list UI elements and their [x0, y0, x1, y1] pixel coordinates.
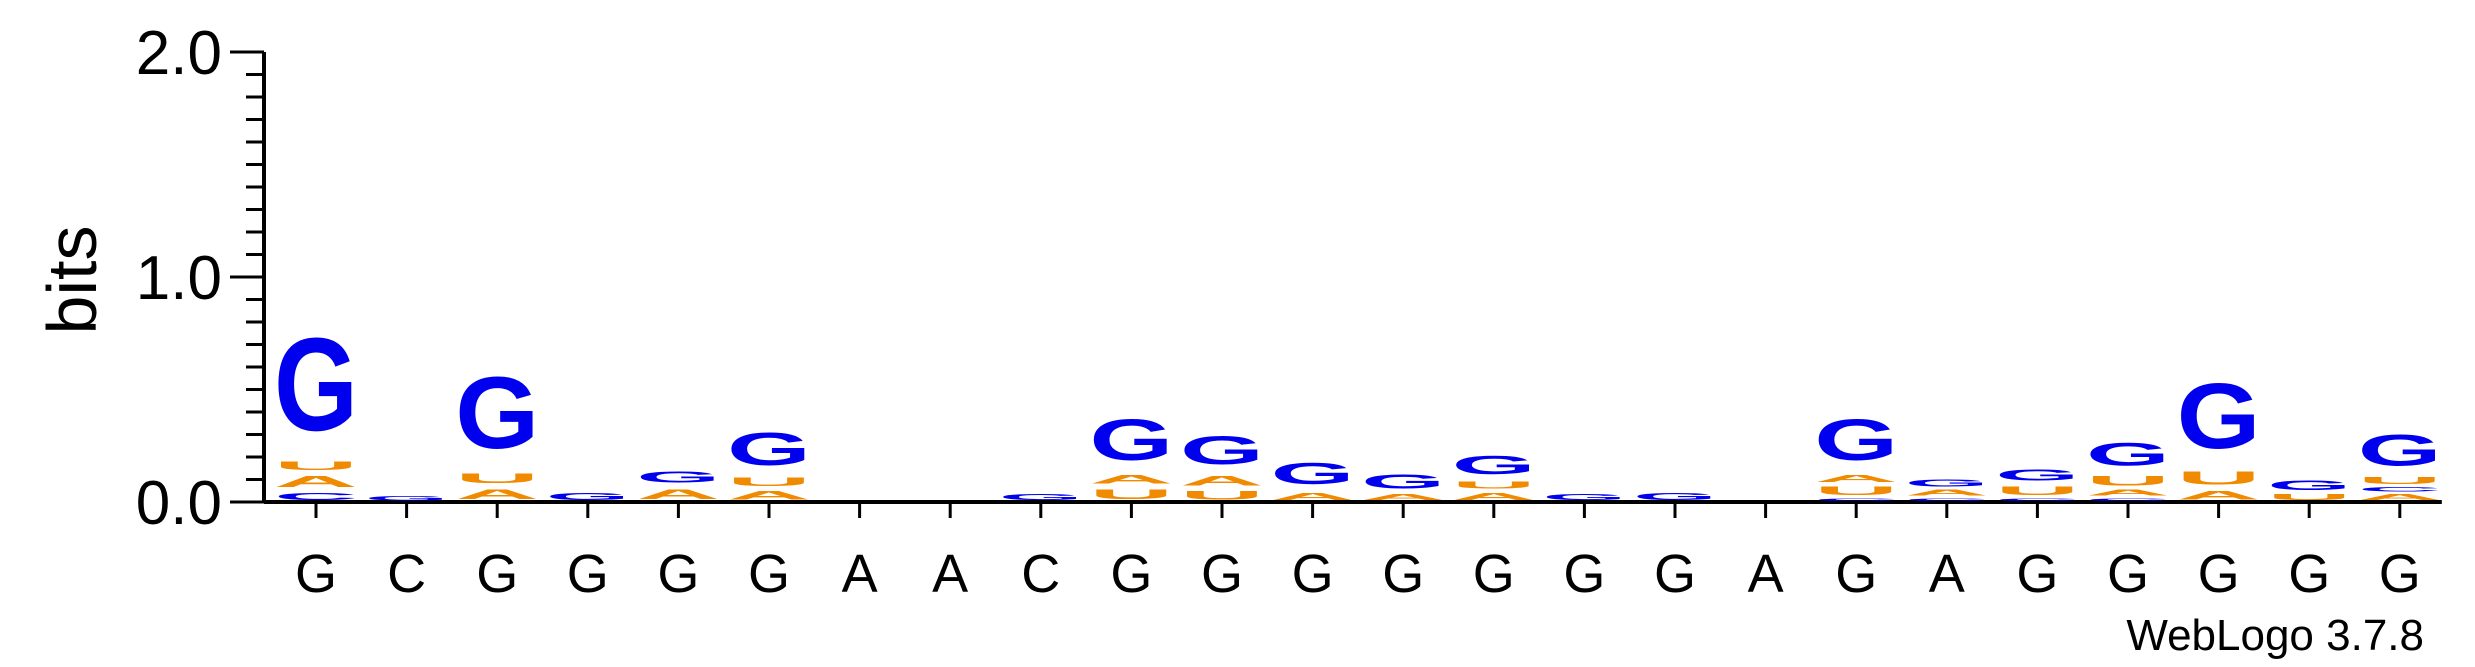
logo-letter-G: G — [2086, 437, 2170, 473]
logo-letter-A: A — [2177, 488, 2261, 502]
logo-letter-G: G — [727, 423, 811, 475]
logo-letter-U: U — [1452, 480, 1536, 491]
logo-letter-G: G — [2177, 365, 2261, 468]
logo-letter-U: U — [2177, 468, 2261, 488]
x-tick-label: G — [748, 544, 790, 604]
x-tick-label: A — [1929, 544, 1965, 604]
x-tick-label: G — [2198, 544, 2240, 604]
logo-letter-A: A — [1452, 491, 1536, 502]
x-tick-label: G — [476, 544, 518, 604]
x-tick-label: G — [295, 544, 337, 604]
logo-letter-G: G — [636, 468, 720, 486]
logo-letter-C: C — [1995, 498, 2079, 502]
logo-letter-A: A — [1180, 473, 1264, 489]
logo-letter-U: U — [2086, 473, 2170, 489]
x-tick-label: G — [2379, 544, 2421, 604]
logo-letter-U: U — [2358, 475, 2442, 486]
x-tick-label: G — [1382, 544, 1424, 604]
x-tick-label: G — [1563, 544, 1605, 604]
x-tick-label: A — [842, 544, 878, 604]
x-tick-label: A — [1748, 544, 1784, 604]
logo-letter-C: C — [274, 491, 358, 502]
logo-letter-A: A — [636, 486, 720, 502]
logo-letter-A: A — [1271, 491, 1355, 502]
x-tick-label: G — [657, 544, 699, 604]
logo-letter-U: U — [1089, 486, 1173, 502]
logo-letter-U: U — [2267, 493, 2351, 502]
logo-letter-G: G — [1452, 450, 1536, 479]
logo-letter-A: A — [2086, 489, 2170, 498]
x-tick-label: G — [1654, 544, 1696, 604]
logo-letter-U: U — [455, 470, 539, 486]
logo-letter-G: G — [1180, 428, 1264, 473]
y-tick-label: 1.0 — [136, 244, 222, 313]
logo-letter-U: U — [1180, 488, 1264, 502]
x-tick-label: G — [2288, 544, 2330, 604]
logo-letter-G: G — [1905, 477, 1989, 488]
logo-letter-G: G — [2267, 477, 2351, 493]
logo-letter-G: G — [546, 491, 630, 502]
logo-letter-A: A — [1089, 473, 1173, 487]
weblogo-credit: WebLogo 3.7.8 — [2126, 611, 2424, 660]
x-tick-label: G — [1110, 544, 1152, 604]
x-tick-label: G — [2107, 544, 2149, 604]
x-tick-label: G — [1835, 544, 1877, 604]
logo-letter-G: G — [1633, 491, 1717, 502]
logo-letter-G: G — [1814, 408, 1898, 473]
logo-letter-G: G — [1542, 493, 1626, 502]
logo-letter-G: G — [455, 356, 539, 470]
logo-letter-G: G — [365, 495, 449, 502]
logo-letter-C: C — [2358, 486, 2442, 493]
logo-letter-G: G — [999, 493, 1083, 502]
logo-letter-A: A — [727, 488, 811, 502]
y-tick-label: 2.0 — [136, 19, 222, 88]
logo-letter-G: G — [1271, 457, 1355, 491]
x-tick-label: A — [932, 544, 968, 604]
logo-letter-C: C — [2086, 498, 2170, 502]
logo-letter-C: C — [1905, 498, 1989, 502]
logo-letter-A: A — [455, 486, 539, 502]
logo-letter-G: G — [1361, 471, 1445, 493]
y-axis-label: bits — [33, 226, 111, 335]
logo-letter-G: G — [1089, 408, 1173, 473]
logo-letter-A: A — [1361, 493, 1445, 502]
y-tick-label: 0.0 — [136, 469, 222, 538]
logo-letter-U: U — [274, 459, 358, 473]
x-tick-label: G — [1292, 544, 1334, 604]
logo-letter-U: U — [727, 475, 811, 489]
logo-letter-U: U — [1814, 484, 1898, 498]
logo-letter-U: U — [1995, 484, 2079, 498]
x-tick-label: C — [1021, 544, 1060, 604]
x-tick-label: G — [567, 544, 609, 604]
logo-letter-A: A — [1814, 473, 1898, 484]
x-tick-label: C — [387, 544, 426, 604]
logo-letter-A: A — [274, 473, 358, 491]
x-tick-label: G — [1473, 544, 1515, 604]
x-tick-label: G — [1201, 544, 1243, 604]
logo-letter-C: C — [1814, 498, 1898, 502]
logo-letter-G: G — [1995, 466, 2079, 484]
logo-letter-G: G — [274, 311, 358, 459]
logo-letter-G: G — [2358, 426, 2442, 475]
logo-letter-A: A — [2358, 493, 2442, 502]
x-tick-label: G — [2016, 544, 2058, 604]
logo-letter-A: A — [1905, 489, 1989, 498]
axes: 0.0 1.0 2.0 — [136, 19, 2442, 538]
